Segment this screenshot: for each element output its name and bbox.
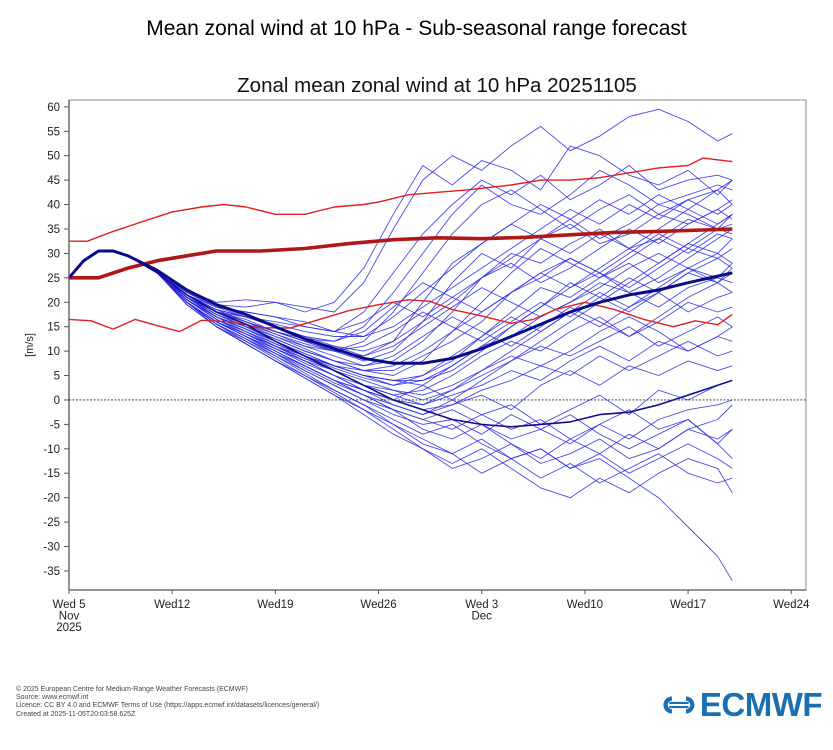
- y-tick-label: 5: [54, 371, 60, 383]
- y-tick-label: 35: [47, 224, 60, 236]
- footer-licence[interactable]: Licence: CC BY 4.0 and ECMWF Terms of Us…: [16, 702, 320, 710]
- y-tick-label: 45: [47, 175, 60, 187]
- x-tick-label: Wed12: [154, 599, 190, 611]
- footer-source[interactable]: Source: www.ecmwf.int: [16, 694, 89, 702]
- ensemble-mean-layer: [67, 249, 733, 428]
- y-tick-label: 20: [47, 297, 60, 309]
- ensemble-mean-line: [67, 249, 733, 365]
- ecmwf-waves-icon: [663, 696, 695, 714]
- y-axis-ticks: 605550454035302520151050-5-10-15-20-25-3…: [43, 102, 69, 578]
- footer-credits: © 2025 European Centre for Medium-Range …: [16, 686, 319, 719]
- y-tick-label: 25: [47, 273, 60, 285]
- chart-container: Zonal mean zonal wind at 10 hPa 20251105…: [0, 60, 833, 640]
- y-tick-label: -10: [43, 444, 60, 456]
- x-tick-label: Wed 3 Dec: [465, 599, 498, 623]
- x-tick-label: Wed10: [567, 599, 603, 611]
- x-tick-label: Wed26: [360, 599, 396, 611]
- footer-created: Created at 2025-11-05T20:03:58.625Z: [16, 710, 136, 718]
- x-tick-label: Wed19: [257, 599, 293, 611]
- climatology-lines: [68, 157, 733, 333]
- y-tick-label: 10: [47, 346, 60, 358]
- x-tick-label: Wed 5 Nov 2025: [52, 599, 85, 634]
- climate-upper-line: [69, 157, 733, 242]
- y-tick-label: -15: [43, 468, 60, 480]
- y-tick-label: 0: [54, 395, 60, 407]
- climate-mean-line: [69, 227, 733, 280]
- climate-lower-line: [68, 299, 733, 333]
- zonal-wind-chart: Zonal mean zonal wind at 10 hPa 20251105…: [24, 74, 810, 634]
- x-axis-ticks: Wed 5 Nov 2025 Wed12 Wed19 Wed26 Wed 3 Dec Wed10…: [52, 590, 810, 634]
- y-tick-label: -35: [43, 566, 60, 578]
- x-tick-label: Wed24: [773, 599, 810, 611]
- x-tick-label: Wed17: [670, 599, 706, 611]
- ecmwf-logo: ECMWF: [662, 685, 823, 725]
- footer-copyright: © 2025 European Centre for Medium-Range …: [16, 686, 248, 693]
- y-tick-label: -20: [43, 493, 60, 505]
- y-tick-label: 55: [47, 126, 60, 138]
- y-tick-label: -5: [50, 419, 60, 431]
- y-tick-label: 40: [47, 200, 60, 212]
- y-tick-label: 15: [47, 322, 60, 334]
- y-tick-label: 30: [47, 248, 60, 260]
- y-tick-label: 60: [47, 102, 60, 114]
- ecmwf-logo-text: ECMWF: [699, 686, 823, 723]
- y-axis-label: [m/s]: [24, 333, 36, 357]
- y-tick-label: -25: [43, 517, 60, 529]
- chart-title: Zonal mean zonal wind at 10 hPa 20251105: [237, 74, 637, 97]
- y-tick-label: -30: [43, 542, 60, 554]
- y-tick-label: 50: [47, 151, 60, 163]
- page-title: Mean zonal wind at 10 hPa - Sub-seasonal…: [146, 17, 687, 40]
